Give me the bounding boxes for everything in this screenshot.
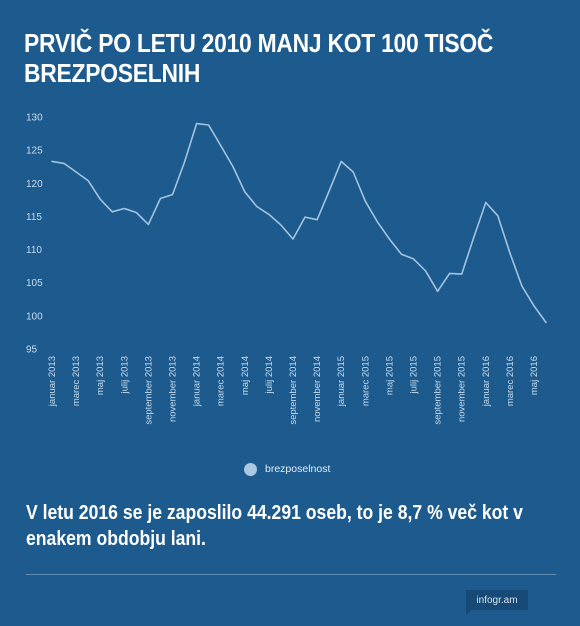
data-point[interactable]	[110, 209, 115, 214]
x-tick-label: julij 2014	[264, 356, 275, 395]
data-point[interactable]	[62, 161, 67, 166]
y-tick-label: 110	[26, 245, 42, 256]
x-tick-label: marec 2015	[360, 356, 371, 406]
x-tick-label: september 2015	[433, 356, 444, 425]
data-point[interactable]	[278, 223, 283, 228]
data-point[interactable]	[158, 196, 163, 201]
summary-text-line-2: enakem obdobju lani.	[26, 528, 206, 550]
data-point[interactable]	[459, 272, 464, 277]
data-point[interactable]	[98, 197, 103, 202]
data-point[interactable]	[242, 189, 247, 194]
legend-label-brezposelnost: brezposelnost	[265, 463, 331, 475]
x-tick-label: november 2015	[457, 356, 468, 422]
x-tick-label: maj 2013	[95, 356, 106, 395]
series-line-brezposelnost	[51, 122, 547, 324]
legend-marker-brezposelnost	[244, 462, 257, 476]
chart-title-line-1: PRVIČ PO LETU 2010 MANJ KOT 100 TISOČ	[24, 28, 494, 58]
y-tick-label: 130	[26, 113, 43, 124]
y-tick-label: 95	[26, 345, 38, 356]
y-tick-label: 125	[26, 146, 43, 157]
x-tick-label: maj 2015	[384, 356, 395, 395]
x-tick-label: november 2013	[167, 356, 178, 422]
x-tick-label: maj 2014	[240, 356, 251, 395]
x-tick-label: november 2014	[312, 356, 323, 422]
data-point[interactable]	[86, 178, 91, 183]
data-point[interactable]	[507, 250, 512, 255]
data-point[interactable]	[495, 213, 500, 218]
data-point[interactable]	[544, 320, 549, 325]
x-tick-label: julij 2015	[408, 356, 419, 395]
infogram-brand-badge[interactable]: infogr.am	[466, 590, 528, 610]
data-point[interactable]	[170, 192, 175, 197]
data-point[interactable]	[532, 303, 537, 308]
y-tick-label: 100	[26, 311, 43, 322]
data-point[interactable]	[423, 268, 428, 273]
data-point[interactable]	[351, 170, 356, 175]
data-point[interactable]	[339, 159, 344, 164]
legend[interactable]: brezposelnost	[244, 461, 330, 477]
data-point[interactable]	[194, 121, 199, 126]
data-point[interactable]	[315, 217, 320, 222]
data-point[interactable]	[122, 206, 127, 211]
x-tick-label: januar 2016	[481, 356, 492, 407]
x-tick-label: marec 2014	[216, 356, 227, 406]
data-point[interactable]	[447, 271, 452, 276]
data-point[interactable]	[266, 212, 271, 217]
y-tick-label: 115	[26, 212, 42, 223]
data-point[interactable]	[303, 215, 308, 220]
data-point[interactable]	[399, 252, 404, 257]
data-point[interactable]	[435, 289, 440, 294]
x-tick-label: marec 2013	[71, 356, 82, 406]
data-point[interactable]	[363, 199, 368, 204]
data-point[interactable]	[146, 222, 151, 227]
data-point[interactable]	[74, 170, 79, 175]
data-point[interactable]	[375, 219, 380, 224]
chart-title: PRVIČ PO LETU 2010 MANJ KOT 100 TISOČ BR…	[24, 28, 494, 88]
summary-text-line-1: V letu 2016 se je zaposlilo 44.291 oseb,…	[26, 502, 523, 524]
data-point[interactable]	[291, 237, 296, 242]
x-tick-label: september 2014	[288, 356, 299, 425]
data-point[interactable]	[519, 284, 524, 289]
x-tick-label: september 2013	[143, 356, 154, 425]
data-point[interactable]	[134, 210, 139, 215]
x-tick-label: marec 2016	[505, 356, 516, 406]
data-point[interactable]	[387, 237, 392, 242]
x-tick-label: januar 2015	[336, 356, 347, 407]
x-tick-label: januar 2013	[47, 356, 58, 407]
data-point[interactable]	[230, 164, 235, 169]
y-tick-label: 120	[26, 179, 43, 190]
x-tick-label: julij 2013	[119, 356, 130, 395]
x-tick-label: maj 2016	[529, 356, 540, 395]
summary-text: V letu 2016 se je zaposlilo 44.291 oseb,…	[26, 500, 523, 552]
data-point[interactable]	[327, 189, 332, 194]
data-point[interactable]	[50, 159, 55, 164]
data-point[interactable]	[218, 143, 223, 148]
data-point[interactable]	[483, 200, 488, 205]
data-point[interactable]	[206, 123, 211, 128]
x-tick-label: januar 2014	[192, 356, 203, 407]
y-tick-label: 105	[26, 278, 43, 289]
brand-badge-tail	[466, 610, 472, 615]
data-point[interactable]	[471, 235, 476, 240]
footer-divider	[26, 574, 556, 575]
line-chart: 95 100 105 110 115 120 125 130 januar 2013 marec …	[26, 113, 549, 425]
data-point[interactable]	[182, 160, 187, 165]
data-point[interactable]	[254, 204, 259, 209]
chart-title-line-2: BREZPOSELNIH	[24, 58, 201, 88]
data-point[interactable]	[411, 256, 416, 261]
